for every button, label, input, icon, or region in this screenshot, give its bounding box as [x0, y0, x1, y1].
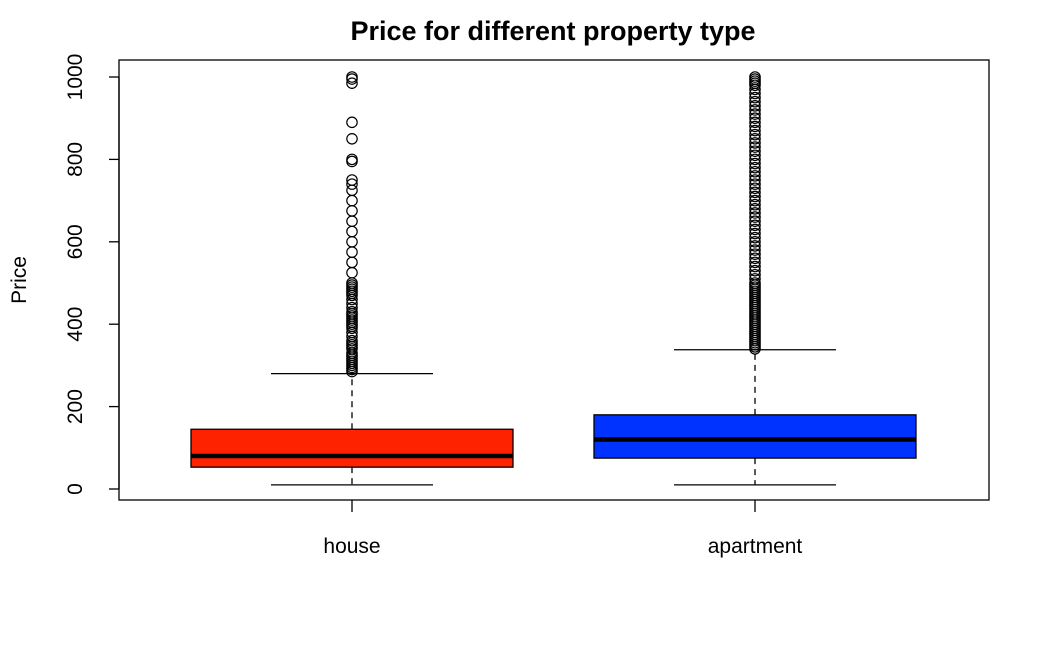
outlier-point	[749, 203, 761, 215]
outlier-point	[346, 178, 358, 190]
outlier-point	[346, 306, 358, 318]
y-tick-label: 1000	[64, 54, 87, 101]
outlier-point	[749, 186, 761, 199]
outlier-point	[749, 116, 761, 129]
outlier-point	[346, 236, 358, 248]
outlier-point	[749, 227, 761, 240]
outlier-point	[346, 77, 358, 89]
outlier-point	[346, 334, 358, 347]
outlier-point	[749, 194, 761, 207]
outlier-point	[346, 174, 358, 186]
outlier-point	[749, 161, 761, 174]
iqr-box	[593, 414, 917, 459]
chart-title: Price for different property type	[350, 16, 755, 46]
outlier-point	[346, 116, 358, 129]
outlier-point	[749, 100, 761, 112]
outlier-point	[749, 141, 761, 153]
outlier-point	[749, 145, 761, 157]
outlier-point	[346, 225, 358, 238]
outlier-point	[749, 133, 761, 145]
outlier-point	[749, 153, 761, 166]
outlier-point	[749, 190, 761, 203]
y-axis-label: Price	[8, 256, 31, 304]
outlier-point	[749, 170, 761, 182]
outlier-point	[749, 198, 761, 211]
y-tick-label: 200	[64, 389, 87, 424]
outlier-point	[346, 301, 358, 314]
outlier-point	[749, 108, 761, 120]
outlier-point	[749, 91, 761, 104]
outlier-point	[749, 273, 761, 285]
outlier-point	[346, 246, 358, 258]
boxes-layer	[190, 71, 917, 486]
outlier-point	[749, 236, 761, 248]
outlier-point	[749, 174, 761, 186]
x-tick-label: house	[323, 535, 380, 558]
outlier-point	[749, 231, 761, 244]
x-tick-label: apartment	[708, 535, 803, 558]
outlier-point	[749, 277, 761, 289]
outlier-point	[346, 184, 358, 197]
outlier-point	[749, 182, 761, 195]
outlier-point	[749, 264, 761, 277]
outlier-point	[346, 215, 358, 227]
outlier-point	[749, 120, 761, 133]
outlier-point	[346, 205, 358, 217]
outlier-point	[749, 104, 761, 116]
outlier-point	[749, 256, 761, 269]
outlier-point	[346, 266, 358, 279]
outlier-point	[749, 137, 761, 149]
outlier-point	[346, 194, 358, 207]
outlier-point	[749, 207, 761, 219]
y-tick-label: 800	[64, 142, 87, 177]
y-tick-label: 400	[64, 307, 87, 342]
outlier-point	[346, 71, 358, 83]
box-house	[190, 71, 514, 486]
outlier-point	[749, 219, 761, 232]
box-apartment	[593, 71, 917, 486]
outlier-point	[346, 153, 358, 166]
outlier-point	[749, 268, 761, 281]
outlier-point	[749, 157, 761, 170]
outlier-point	[749, 124, 761, 137]
outlier-point	[749, 240, 761, 252]
outlier-point	[749, 260, 761, 273]
y-tick-label: 0	[64, 483, 87, 495]
outlier-point	[749, 244, 761, 256]
outlier-point	[749, 71, 761, 83]
outlier-point	[346, 256, 358, 269]
outlier-point	[749, 178, 761, 190]
outlier-point	[749, 128, 761, 141]
iqr-box	[190, 428, 514, 468]
outlier-point	[749, 215, 761, 227]
x-axis: house apartment	[323, 500, 802, 558]
outlier-point	[346, 133, 358, 145]
outlier-point	[749, 252, 761, 265]
y-axis: 0 200 400 600 800 1000	[64, 54, 120, 495]
outlier-point	[749, 248, 761, 260]
outlier-point	[749, 112, 761, 124]
outlier-point	[749, 165, 761, 178]
outlier-point	[749, 223, 761, 236]
outlier-point	[749, 149, 761, 162]
outlier-point	[749, 211, 761, 223]
y-tick-label: 600	[64, 224, 87, 259]
outlier-point	[749, 95, 761, 108]
